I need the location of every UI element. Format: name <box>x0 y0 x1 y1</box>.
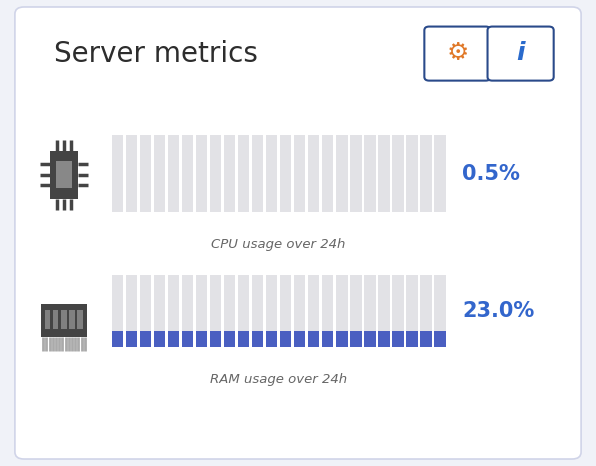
Bar <box>61 310 67 329</box>
Bar <box>57 161 72 188</box>
Text: i: i <box>517 41 525 65</box>
Text: CPU usage over 24h: CPU usage over 24h <box>212 238 346 251</box>
Bar <box>41 304 87 336</box>
Text: 0.5%: 0.5% <box>462 164 520 184</box>
Bar <box>50 151 78 199</box>
Bar <box>45 310 51 329</box>
Text: 23.0%: 23.0% <box>462 301 534 321</box>
Bar <box>53 310 58 329</box>
Text: ⚙: ⚙ <box>446 41 469 65</box>
Text: RAM usage over 24h: RAM usage over 24h <box>210 373 347 386</box>
Bar <box>63 340 66 351</box>
Bar <box>77 310 83 329</box>
Bar <box>69 310 74 329</box>
Text: Server metrics: Server metrics <box>54 40 257 68</box>
